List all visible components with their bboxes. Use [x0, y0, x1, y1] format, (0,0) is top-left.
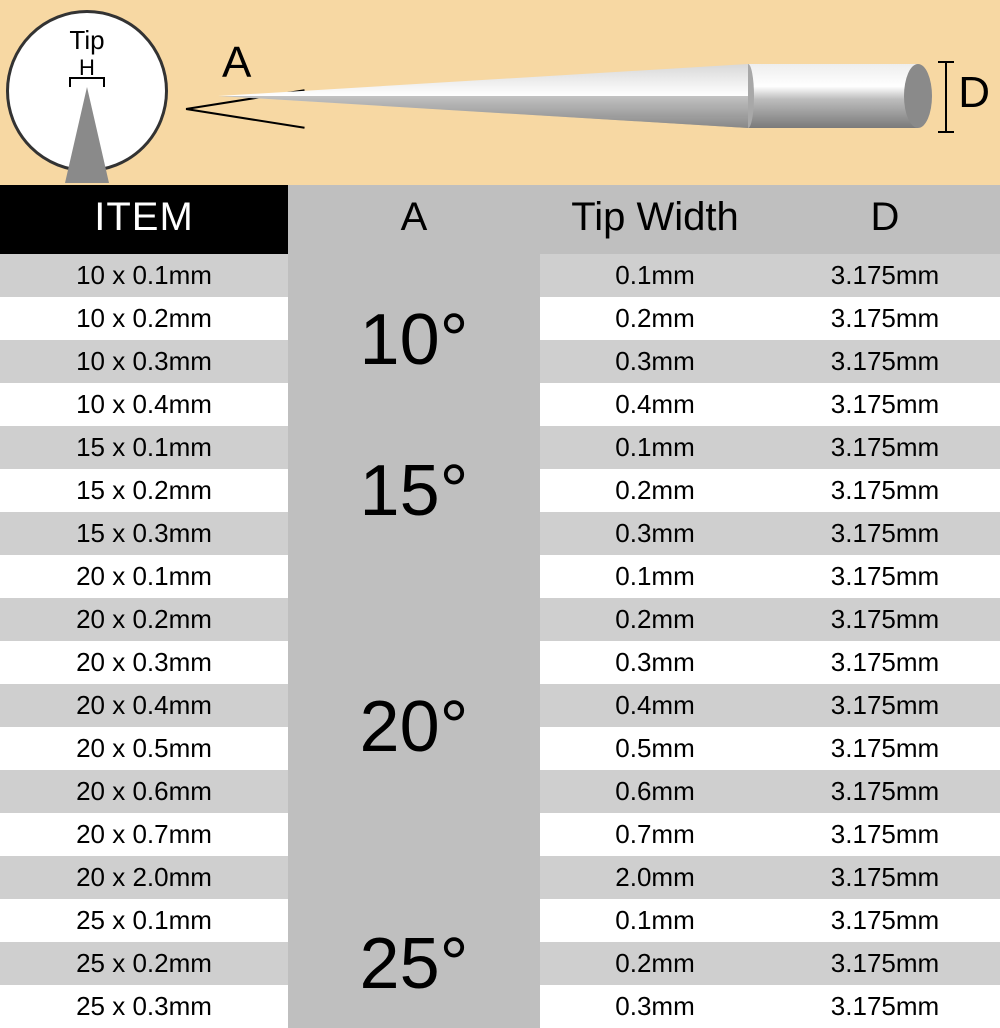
cell-tip: 0.7mm: [540, 813, 770, 856]
cell-item: 25 x 0.3mm: [0, 985, 288, 1028]
cell-tip: 0.6mm: [540, 770, 770, 813]
cell-d: 3.175mm: [770, 340, 1000, 383]
cell-angle: 15°: [288, 426, 540, 555]
spec-table: ITEM A Tip Width D 10 x 0.1mm10°0.1mm3.1…: [0, 185, 1000, 1028]
cell-item: 10 x 0.1mm: [0, 254, 288, 297]
table-row: 20 x 0.1mm20°0.1mm3.175mm: [0, 555, 1000, 598]
cell-tip: 0.2mm: [540, 942, 770, 985]
tip-triangle-icon: [65, 87, 109, 183]
tip-circle-icon: Tip H: [6, 10, 168, 172]
cell-item: 15 x 0.2mm: [0, 469, 288, 512]
cell-tip: 0.3mm: [540, 985, 770, 1028]
cell-tip: 0.3mm: [540, 340, 770, 383]
cell-d: 3.175mm: [770, 813, 1000, 856]
cell-d: 3.175mm: [770, 942, 1000, 985]
cell-tip: 0.5mm: [540, 727, 770, 770]
cell-d: 3.175mm: [770, 254, 1000, 297]
cell-tip: 0.2mm: [540, 297, 770, 340]
cell-item: 10 x 0.3mm: [0, 340, 288, 383]
cell-tip: 0.4mm: [540, 383, 770, 426]
cell-item: 15 x 0.3mm: [0, 512, 288, 555]
cell-d: 3.175mm: [770, 985, 1000, 1028]
table-body: 10 x 0.1mm10°0.1mm3.175mm10 x 0.2mm0.2mm…: [0, 254, 1000, 1028]
d-label: D: [958, 68, 990, 118]
cell-item: 10 x 0.2mm: [0, 297, 288, 340]
cell-tip: 0.1mm: [540, 555, 770, 598]
cell-tip: 2.0mm: [540, 856, 770, 899]
col-item-header: ITEM: [0, 185, 288, 254]
cell-d: 3.175mm: [770, 770, 1000, 813]
cell-item: 15 x 0.1mm: [0, 426, 288, 469]
cell-item: 10 x 0.4mm: [0, 383, 288, 426]
cell-d: 3.175mm: [770, 856, 1000, 899]
diagram-banner: Tip H A: [0, 0, 1000, 185]
bit-drawing-icon: [218, 56, 950, 136]
cell-item: 20 x 0.3mm: [0, 641, 288, 684]
cell-tip: 0.1mm: [540, 899, 770, 942]
col-tip-header: Tip Width: [540, 185, 770, 254]
table-row: 15 x 0.1mm15°0.1mm3.175mm: [0, 426, 1000, 469]
table-row: 25 x 0.1mm25°0.1mm3.175mm: [0, 899, 1000, 942]
cell-tip: 0.2mm: [540, 598, 770, 641]
cell-angle: 20°: [288, 555, 540, 899]
col-a-header: A: [288, 185, 540, 254]
cell-tip: 0.2mm: [540, 469, 770, 512]
cell-d: 3.175mm: [770, 469, 1000, 512]
cell-item: 20 x 0.5mm: [0, 727, 288, 770]
cell-d: 3.175mm: [770, 426, 1000, 469]
cell-item: 20 x 0.1mm: [0, 555, 288, 598]
col-d-header: D: [770, 185, 1000, 254]
cell-d: 3.175mm: [770, 297, 1000, 340]
cell-tip: 0.4mm: [540, 684, 770, 727]
cell-item: 20 x 2.0mm: [0, 856, 288, 899]
cell-angle: 25°: [288, 899, 540, 1028]
cell-d: 3.175mm: [770, 512, 1000, 555]
tip-label: Tip: [69, 25, 104, 56]
cell-tip: 0.3mm: [540, 512, 770, 555]
cell-tip: 0.3mm: [540, 641, 770, 684]
d-bracket-stem-icon: [945, 61, 947, 133]
tip-h-bracket-icon: [69, 77, 105, 87]
cell-d: 3.175mm: [770, 555, 1000, 598]
cell-item: 20 x 0.2mm: [0, 598, 288, 641]
cell-item: 20 x 0.4mm: [0, 684, 288, 727]
cell-angle: 10°: [288, 254, 540, 426]
cell-d: 3.175mm: [770, 899, 1000, 942]
table-header-row: ITEM A Tip Width D: [0, 185, 1000, 254]
cell-item: 20 x 0.6mm: [0, 770, 288, 813]
cell-d: 3.175mm: [770, 727, 1000, 770]
cell-item: 25 x 0.2mm: [0, 942, 288, 985]
cell-item: 25 x 0.1mm: [0, 899, 288, 942]
table-row: 10 x 0.1mm10°0.1mm3.175mm: [0, 254, 1000, 297]
cell-d: 3.175mm: [770, 684, 1000, 727]
cell-d: 3.175mm: [770, 641, 1000, 684]
cell-d: 3.175mm: [770, 383, 1000, 426]
cell-item: 20 x 0.7mm: [0, 813, 288, 856]
cell-tip: 0.1mm: [540, 254, 770, 297]
cell-d: 3.175mm: [770, 598, 1000, 641]
cell-tip: 0.1mm: [540, 426, 770, 469]
